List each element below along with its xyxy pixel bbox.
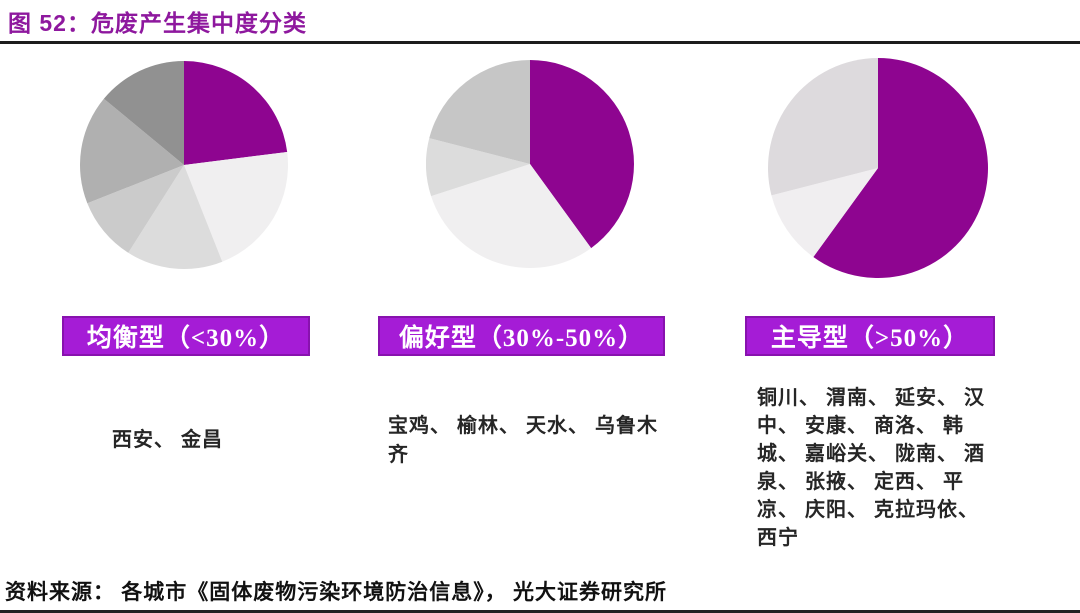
city-list-dominant: 铜川、 渭南、 延安、 汉中、 安康、 商洛、 韩城、 嘉峪关、 陇南、 酒泉、… (757, 387, 985, 549)
pie-slice (530, 60, 634, 249)
pie-slice (429, 60, 530, 164)
banner-balanced: 均衡型（<30%） (62, 316, 310, 356)
source-note: 资料来源： 各城市《固体废物污染环境防治信息》， 光大证券研究所 (5, 580, 667, 604)
pie-slice (128, 165, 223, 269)
pie-slice (103, 61, 184, 165)
title-rule (0, 41, 1080, 44)
pie-slice (426, 138, 530, 197)
banner-balanced-label: 均衡型（<30%） (86, 325, 286, 352)
figure-title: 危废产生集中度分类 (90, 11, 307, 36)
city-list-balanced: 西安、 金昌 (112, 429, 223, 451)
pie-slice (813, 58, 988, 278)
pie-slice (184, 61, 288, 165)
pie-chart-balanced (80, 61, 288, 269)
pie-slice (431, 164, 592, 268)
banner-preference: 偏好型（30%-50%） (378, 316, 665, 356)
pie-slice (771, 168, 878, 257)
bottom-rule (0, 610, 1080, 613)
pie-slice (768, 58, 878, 196)
pie-chart-dominant (768, 58, 988, 278)
figure-label: 图 52： (8, 10, 91, 36)
city-list-preference: 宝鸡、 榆林、 天水、 乌鲁木齐 (388, 415, 658, 466)
pie-slice (184, 151, 288, 262)
pie-slice (87, 165, 184, 253)
banner-dominant: 主导型（>50%） (745, 316, 995, 356)
banner-preference-label: 偏好型（30%-50%） (398, 325, 645, 352)
pie-chart-preference (426, 60, 634, 268)
banner-dominant-label: 主导型（>50%） (770, 325, 970, 352)
pie-slice (80, 98, 184, 204)
figure-header: 图 52：危废产生集中度分类 (8, 4, 307, 38)
